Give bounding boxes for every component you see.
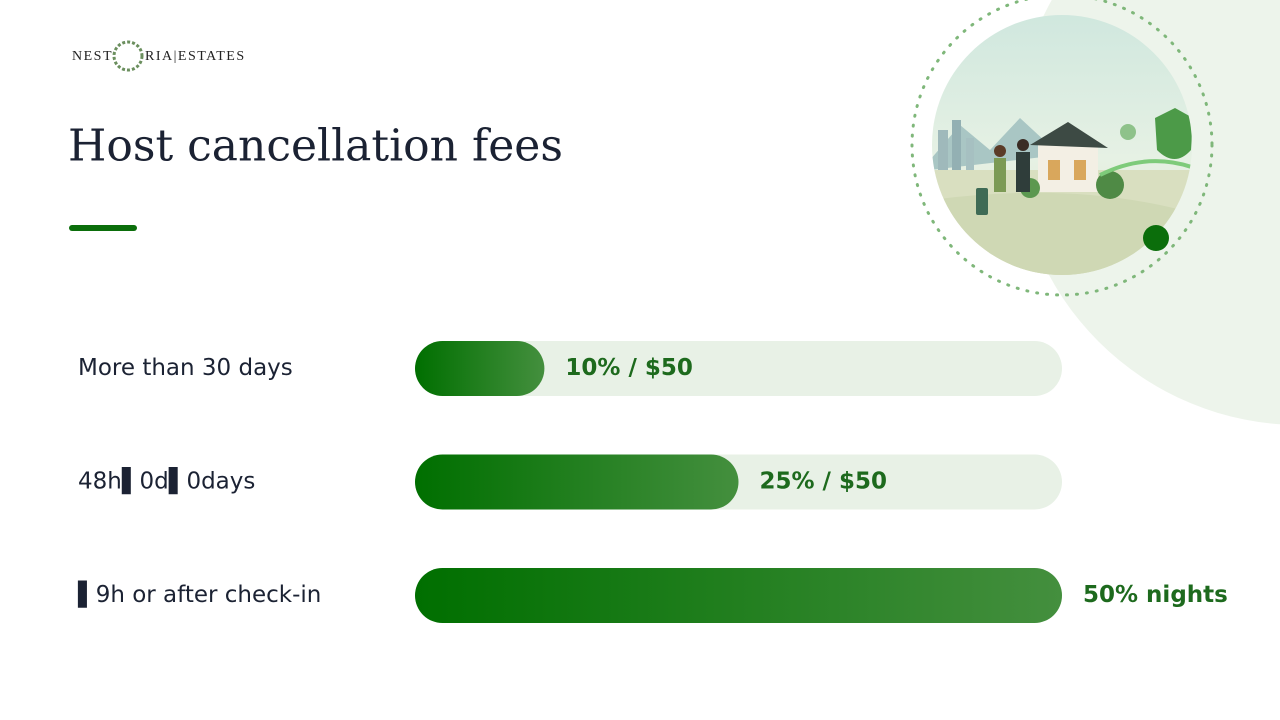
accent-dot (1143, 225, 1169, 251)
bar (415, 568, 1062, 623)
logo-text: RIA|ESTATES (145, 49, 246, 64)
dotted-ring (910, 0, 1214, 297)
category-label: More than 30 days (78, 355, 293, 381)
bar (415, 341, 545, 396)
bar-track (415, 341, 1062, 396)
plot: More than 30 days 10% / $50 48h▌0d▌0days 25… (77, 341, 1228, 623)
logo-text: NEST (72, 49, 113, 64)
logo-emblem (112, 40, 144, 72)
chart-title: Host cancellation fees (68, 121, 563, 172)
bar (415, 454, 739, 510)
category-label: ▌9h or after check-in (77, 580, 321, 608)
value-label: 50% nights (1083, 582, 1228, 608)
title-underline (69, 225, 137, 231)
category-label: 48h▌0d▌0days (78, 467, 255, 495)
value-label: 25% / $50 (760, 469, 887, 495)
value-label: 10% / $50 (565, 355, 692, 381)
